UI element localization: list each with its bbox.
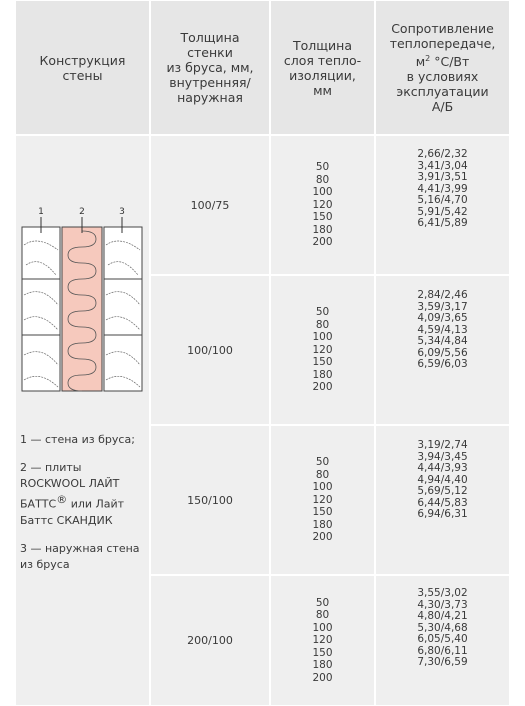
resistance-value: 5,69/5,12: [417, 486, 467, 498]
header-cell: Конструкция стены: [15, 0, 150, 135]
diagram-label: 2: [79, 207, 85, 217]
insulation-value: 100: [312, 186, 332, 199]
wall-cell: 200/100: [150, 575, 270, 706]
header-line: из бруса, мм,: [166, 60, 253, 75]
header-line: наружная: [177, 90, 243, 105]
insulation-value: 200: [312, 531, 332, 544]
note-line: БАТТС® или Лайт: [20, 492, 140, 513]
resistance-value: 6,94/6,31: [417, 509, 467, 521]
insulation-value: 80: [316, 174, 329, 187]
note-line: Баттс СКАНДИК: [20, 513, 140, 529]
insulation-value: 80: [316, 469, 329, 482]
header-line: Толщина: [180, 30, 239, 45]
insulation-value: 100: [312, 622, 332, 635]
resistance-value: 2,84/2,46: [417, 290, 467, 302]
insulation-value: 120: [312, 634, 332, 647]
insulation-value: 180: [312, 369, 332, 382]
header-line: А/Б: [432, 99, 453, 114]
insulation-value: 50: [316, 597, 329, 610]
note-line: из бруса: [20, 557, 140, 573]
note: 3 — наружная стена из бруса: [20, 541, 140, 573]
insulation-value: 120: [312, 344, 332, 357]
resistance-value: 6,59/6,03: [417, 359, 467, 371]
header-line: слоя тепло-: [284, 53, 361, 68]
insulation-value: 50: [316, 306, 329, 319]
insulation-value: 180: [312, 224, 332, 237]
insulation-value: 200: [312, 381, 332, 394]
resistance-value: 3,19/2,74: [417, 440, 467, 452]
resistance-cell: 2,84/2,463,59/3,174,09/3,654,59/4,135,34…: [375, 275, 510, 425]
header-line: Конструкция: [40, 53, 126, 68]
insulation-value: 50: [316, 161, 329, 174]
header-line: мм: [313, 83, 332, 98]
note-line: 2 — плиты: [20, 460, 140, 476]
trademark: ®: [56, 493, 67, 506]
header-line: теплопередаче,: [390, 36, 496, 51]
insulation-value: 100: [312, 331, 332, 344]
page: Конструкция стены Толщина стенки из брус…: [0, 0, 525, 706]
insulation-value: 200: [312, 672, 332, 685]
note: 1 — стена из бруса;: [20, 432, 140, 448]
header-cell: Толщина слоя тепло- изоляции, мм: [270, 0, 375, 135]
insulation-value: 50: [316, 456, 329, 469]
note-line: ROCKWOOL ЛАЙТ: [20, 476, 140, 492]
resistance-value: 7,30/6,59: [417, 657, 467, 669]
insulation-value: 120: [312, 494, 332, 507]
header-line: стены: [63, 68, 103, 83]
resistance-value: 5,16/4,70: [417, 195, 467, 207]
insulation-value: 150: [312, 647, 332, 660]
wall-diagram: 1 2 3: [18, 205, 143, 400]
header-cell: Сопротивление теплопередаче, м2 °С/Вт в …: [375, 0, 510, 135]
resistance-cell: 3,19/2,743,94/3,454,44/3,934,94/4,405,69…: [375, 425, 510, 575]
insulation-value: 180: [312, 659, 332, 672]
resistance-value: 2,66/2,32: [417, 149, 467, 161]
header-line: в условиях: [407, 69, 479, 84]
diagram-label: 1: [38, 207, 44, 217]
insulation-value: 150: [312, 211, 332, 224]
header-line: Сопротивление: [391, 21, 494, 36]
notes: 1 — стена из бруса; 2 — плиты ROCKWOOL Л…: [20, 432, 140, 585]
header-unit: м2 °С/Вт: [416, 51, 470, 69]
resistance-value: 4,80/4,21: [417, 611, 467, 623]
insulation-value: 150: [312, 356, 332, 369]
wall-cell: 100/75: [150, 135, 270, 275]
resistance-value: 4,09/3,65: [417, 313, 467, 325]
diagram-label: 3: [119, 207, 125, 217]
insulation-value: 80: [316, 319, 329, 332]
header-line: внутренняя/: [169, 75, 250, 90]
resistance-value: 5,34/4,84: [417, 336, 467, 348]
note-line: 1 — стена из бруса;: [20, 432, 140, 448]
insulation-value: 120: [312, 199, 332, 212]
resistance-value: 3,55/3,02: [417, 588, 467, 600]
header-cell: Толщина стенки из бруса, мм, внутренняя/…: [150, 0, 270, 135]
wall-cell: 100/100: [150, 275, 270, 425]
header-line: эксплуатации: [396, 84, 488, 99]
header-line: Толщина: [293, 38, 352, 53]
note: 2 — плиты ROCKWOOL ЛАЙТ БАТТС® или Лайт …: [20, 460, 140, 529]
resistance-value: 3,91/3,51: [417, 172, 467, 184]
insulation-value: 150: [312, 506, 332, 519]
unit-rest: °С/Вт: [430, 54, 469, 69]
unit-base: м: [416, 54, 425, 69]
insulation-value: 200: [312, 236, 332, 249]
resistance-value: 4,44/3,93: [417, 463, 467, 475]
note-text: или Лайт: [67, 498, 124, 511]
brand: БАТТС: [20, 498, 56, 511]
insulation-value: 100: [312, 481, 332, 494]
note-line: 3 — наружная стена: [20, 541, 140, 557]
insulation-value: 180: [312, 519, 332, 532]
insulation-value: 80: [316, 609, 329, 622]
wall-cell: 150/100: [150, 425, 270, 575]
resistance-value: 6,41/5,89: [417, 218, 467, 230]
resistance-value: 6,05/5,40: [417, 634, 467, 646]
header-line: изоляции,: [289, 68, 356, 83]
header-line: стенки: [187, 45, 233, 60]
